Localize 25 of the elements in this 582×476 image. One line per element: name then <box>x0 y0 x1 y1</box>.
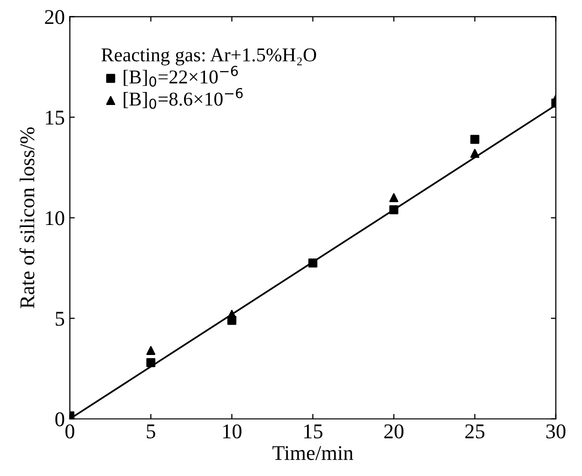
x-tick-label: 15 <box>304 424 322 438</box>
y-tick-label: 20 <box>45 10 64 24</box>
point <box>146 358 156 368</box>
y-tick-label: 10 <box>46 211 64 226</box>
point <box>470 134 480 144</box>
point <box>470 148 480 158</box>
y-tick-label: 15 <box>46 110 64 125</box>
y-tick-label: 5 <box>56 312 64 326</box>
x-tick-label: 30 <box>546 424 566 438</box>
legend-label: [B]$_{0}$=8.6×10$^{−6}$ <box>124 88 243 109</box>
point <box>146 346 156 355</box>
point <box>308 258 318 268</box>
y-axis-title: Rate of silicon loss/% <box>19 127 34 308</box>
legend-label: [B]$_{0}$=22×10$^{−6}$ <box>124 66 238 87</box>
point <box>227 310 236 319</box>
x-axis-title: Time/min <box>272 446 354 460</box>
legend-title: Reacting gas: Ar+1.5%H₂O <box>102 48 316 66</box>
x-tick-label: 5 <box>146 424 156 438</box>
point <box>389 193 398 202</box>
x-tick-label: 20 <box>384 424 404 438</box>
x-tick-label: 0 <box>65 424 74 438</box>
point <box>389 205 398 214</box>
x-tick-label: 10 <box>223 424 242 438</box>
y-tick-label: 0 <box>55 412 64 426</box>
x-tick-label: 25 <box>465 424 484 438</box>
